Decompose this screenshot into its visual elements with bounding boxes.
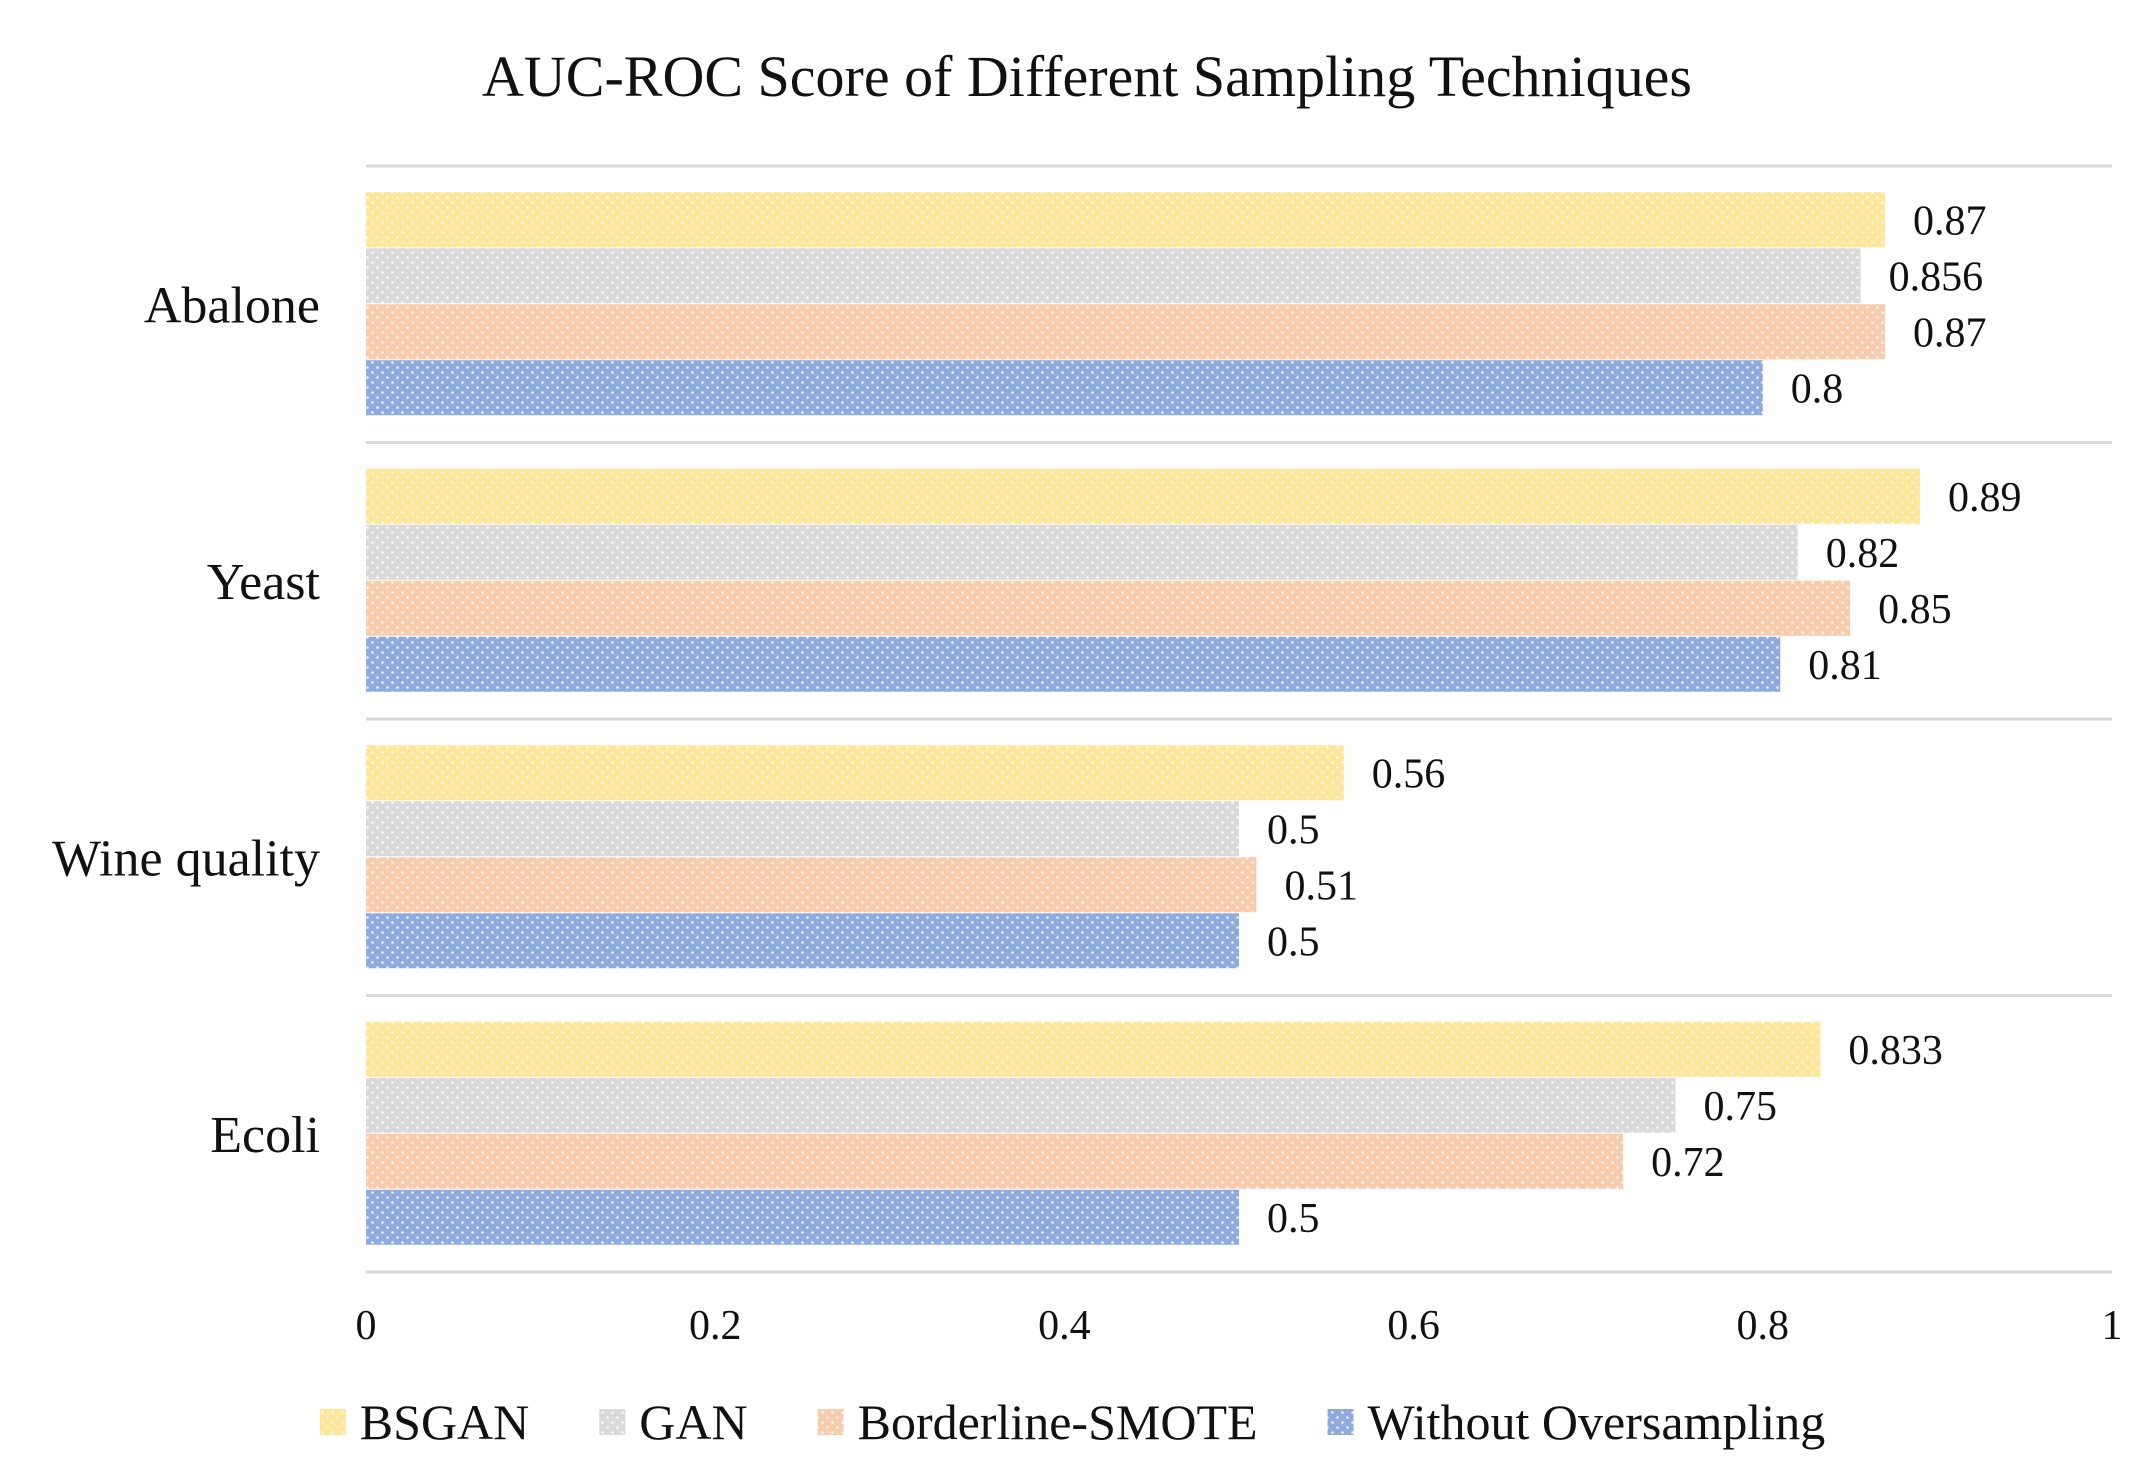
category-label-ecoli: Ecoli bbox=[210, 1107, 320, 1164]
legend-label-gan: GAN bbox=[639, 1394, 747, 1450]
x-axis: 0 0.2 0.4 0.6 0.8 1 bbox=[356, 1303, 2123, 1349]
bar-wine-quality-bsgan bbox=[366, 745, 1344, 801]
category-label-wine-quality: Wine quality bbox=[52, 830, 320, 887]
bar-ecoli-borderline-smote bbox=[366, 1133, 1624, 1189]
x-tick-label: 0 bbox=[356, 1303, 377, 1349]
data-label-ecoli-bsgan: 0.833 bbox=[1848, 1028, 1943, 1074]
x-tick-label: 0.8 bbox=[1737, 1303, 1790, 1349]
data-label-abalone-borderline-smote: 0.87 bbox=[1913, 310, 1987, 356]
bar-yeast-bsgan bbox=[366, 468, 1920, 524]
x-tick-label: 0.6 bbox=[1387, 1303, 1440, 1349]
data-label-ecoli-borderline-smote: 0.72 bbox=[1651, 1140, 1725, 1186]
data-label-abalone-gan: 0.856 bbox=[1889, 254, 1984, 300]
bar-yeast-without-oversampling bbox=[366, 636, 1781, 692]
bar-ecoli-gan bbox=[366, 1077, 1676, 1133]
bar-abalone-bsgan bbox=[366, 192, 1886, 248]
legend-label-without-oversampling: Without Oversampling bbox=[1368, 1394, 1826, 1450]
legend-swatch-without-oversampling bbox=[1327, 1409, 1354, 1435]
legend: BSGAN GAN Borderline-SMOTE Without Oversamp… bbox=[319, 1394, 1826, 1450]
data-label-yeast-bsgan: 0.89 bbox=[1948, 475, 2022, 521]
grid-layer bbox=[366, 164, 2112, 1274]
category-label-abalone: Abalone bbox=[144, 277, 320, 334]
bar-yeast-gan bbox=[366, 524, 1798, 580]
data-label-wine-quality-bsgan: 0.56 bbox=[1372, 751, 1446, 797]
bar-abalone-without-oversampling bbox=[366, 360, 1763, 416]
bar-abalone-gan bbox=[366, 248, 1861, 304]
bar-wine-quality-borderline-smote bbox=[366, 857, 1257, 913]
bar-yeast-borderline-smote bbox=[366, 580, 1851, 636]
data-label-wine-quality-borderline-smote: 0.51 bbox=[1284, 863, 1358, 909]
legend-label-bsgan: BSGAN bbox=[360, 1394, 529, 1450]
bar-ecoli-bsgan bbox=[366, 1021, 1821, 1077]
legend-swatch-borderline-smote bbox=[817, 1409, 844, 1435]
x-tick-label: 1 bbox=[2102, 1303, 2123, 1349]
data-label-wine-quality-gan: 0.5 bbox=[1267, 807, 1320, 853]
data-label-wine-quality-without-oversampling: 0.5 bbox=[1267, 919, 1320, 965]
legend-swatch-bsgan bbox=[319, 1409, 346, 1435]
bar-wine-quality-without-oversampling bbox=[366, 913, 1239, 969]
bar-wine-quality-gan bbox=[366, 801, 1239, 857]
legend-label-borderline-smote: Borderline-SMOTE bbox=[858, 1394, 1258, 1450]
x-tick-label: 0.2 bbox=[689, 1303, 742, 1349]
data-label-ecoli-gan: 0.75 bbox=[1704, 1084, 1778, 1130]
bars-layer bbox=[366, 192, 1920, 1245]
legend-swatch-gan bbox=[599, 1409, 626, 1435]
data-label-abalone-without-oversampling: 0.8 bbox=[1791, 366, 1844, 412]
data-label-yeast-borderline-smote: 0.85 bbox=[1878, 587, 1952, 633]
bar-abalone-borderline-smote bbox=[366, 304, 1886, 360]
data-label-yeast-gan: 0.82 bbox=[1826, 531, 1900, 577]
chart-title: AUC-ROC Score of Different Sampling Tech… bbox=[482, 44, 1692, 109]
data-label-abalone-bsgan: 0.87 bbox=[1913, 198, 1987, 244]
category-label-yeast: Yeast bbox=[207, 554, 321, 611]
data-label-yeast-without-oversampling: 0.81 bbox=[1808, 643, 1882, 689]
data-label-ecoli-without-oversampling: 0.5 bbox=[1267, 1196, 1320, 1242]
x-tick-label: 0.4 bbox=[1038, 1303, 1091, 1349]
bar-ecoli-without-oversampling bbox=[366, 1189, 1239, 1245]
labels-layer: 0.87 0.856 0.87 0.8 Abalone 0.89 0.82 0.85 0.81 Y… bbox=[52, 198, 2021, 1242]
